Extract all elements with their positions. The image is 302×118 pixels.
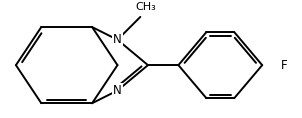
Text: CH₃: CH₃ bbox=[135, 2, 156, 12]
Text: N: N bbox=[113, 84, 122, 97]
Text: N: N bbox=[113, 33, 122, 46]
Text: F: F bbox=[281, 59, 288, 72]
